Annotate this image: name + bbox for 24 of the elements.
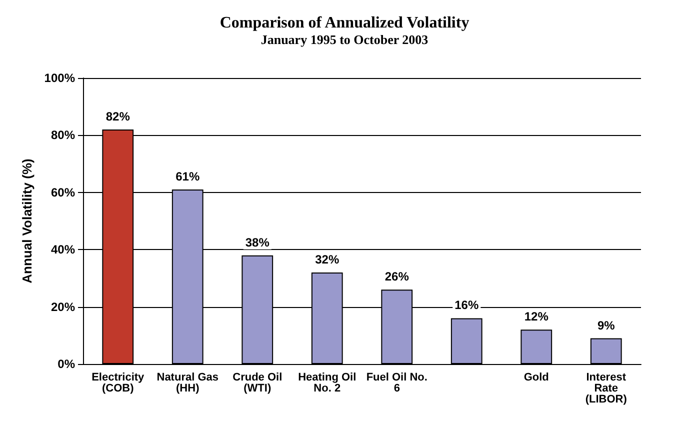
data-label: 32%	[315, 252, 340, 266]
x-tick-label: Fuel Oil No. 6	[366, 372, 428, 394]
data-label: 26%	[384, 270, 410, 284]
y-tick-label: 60%	[50, 185, 76, 200]
data-label: 61%	[176, 170, 200, 184]
y-axis-title: Annual Volatility (%)	[19, 158, 34, 284]
chart-title: Comparison of Annualized Volatility	[220, 14, 470, 32]
x-tick-label: Crude Oil (WTI)	[232, 372, 282, 394]
x-tick-label: Interest Rate (LIBOR)	[585, 372, 628, 406]
x-tick-label: Natural Gas (HH)	[156, 372, 218, 394]
y-tick-label: 80%	[50, 128, 76, 142]
x-tick-label: Heating Oil No. 2	[298, 372, 356, 394]
chart-subtitle: January 1995 to October 2003	[260, 32, 429, 47]
data-label: 16%	[454, 298, 479, 312]
data-label: 12%	[524, 310, 549, 324]
y-tick-label: 100%	[44, 71, 76, 85]
data-label: 38%	[245, 235, 270, 250]
data-label: 82%	[106, 109, 130, 124]
y-tick-label: 20%	[50, 300, 76, 314]
y-tick-label: 0%	[58, 357, 76, 371]
y-tick-label: 40%	[50, 242, 76, 257]
data-label: 9%	[597, 318, 616, 332]
x-tick-label: Electricity (COB)	[92, 372, 146, 394]
x-tick-label: Gold	[524, 372, 549, 384]
